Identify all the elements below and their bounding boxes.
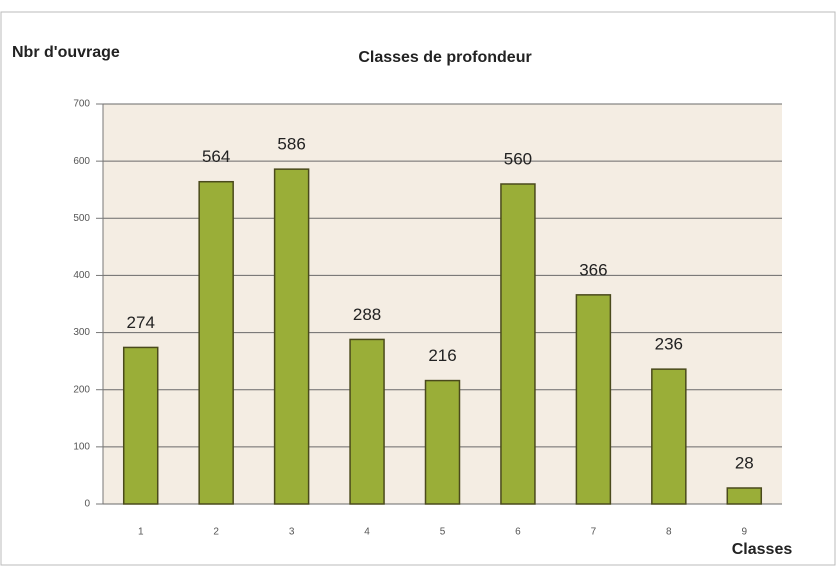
y-tick-label: 600 (73, 156, 90, 167)
x-tick-label: 2 (213, 527, 219, 538)
y-tick-label: 100 (73, 441, 90, 452)
data-label: 216 (428, 346, 456, 365)
bar (273, 168, 310, 505)
data-label: 288 (353, 305, 381, 324)
chart-title: Classes de profondeur (358, 49, 531, 66)
bar (198, 180, 234, 505)
y-tick-label: 400 (73, 270, 90, 281)
y-tick-label: 500 (73, 213, 90, 224)
bar (349, 338, 385, 505)
x-tick-label: 3 (289, 527, 295, 538)
x-tick-label: 8 (666, 527, 672, 538)
data-label: 28 (735, 453, 754, 472)
data-label: 560 (504, 149, 532, 168)
x-tick-label: 5 (440, 527, 446, 538)
y-tick-label: 0 (84, 499, 90, 510)
bar (575, 294, 612, 505)
y-tick-label: 300 (73, 327, 90, 338)
bar (651, 368, 687, 505)
data-label: 586 (277, 135, 305, 154)
x-axis-label: Classes (732, 541, 793, 558)
data-label: 274 (127, 313, 155, 332)
x-tick-label: 7 (591, 527, 597, 538)
data-label: 236 (655, 335, 683, 354)
data-label: 366 (579, 260, 607, 279)
y-axis-label: Nbr d'ouvrage (12, 44, 120, 61)
y-tick-label: 200 (73, 384, 90, 395)
bar (122, 346, 159, 505)
x-tick-label: 1 (138, 527, 144, 538)
bar (500, 183, 536, 505)
bar (726, 487, 763, 505)
data-label: 564 (202, 147, 230, 166)
x-tick-label: 6 (515, 527, 521, 538)
y-tick-label: 700 (73, 99, 90, 110)
x-tick-label: 4 (364, 527, 370, 538)
bar (424, 379, 461, 505)
x-tick-label: 9 (741, 527, 747, 538)
